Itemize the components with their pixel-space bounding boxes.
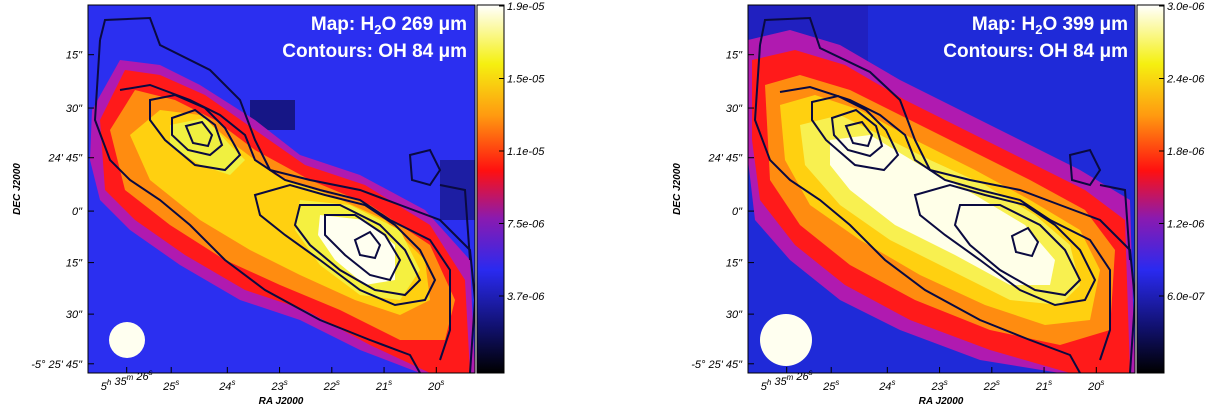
y-tick-label: 24' 45" (47, 153, 83, 165)
colorbar-tick-label: 7.5e-06 (507, 219, 545, 231)
beam-circle-left (109, 322, 145, 358)
x-tick-label: 25s (162, 378, 179, 393)
x-tick-label: 5h 35m 26s (101, 368, 153, 393)
x-tick-label: 20s (427, 378, 444, 393)
title-left-line2: Contours: OH 84 μm (282, 41, 467, 62)
y-tick-label: 15" (726, 50, 743, 62)
colorbar-right (1136, 4, 1165, 374)
colorbar-tick-label: 6.0e-07 (1167, 291, 1205, 303)
y-tick-label: 15" (66, 258, 83, 270)
x-tick-label: 22s (323, 378, 340, 393)
y-tick-label: 30" (66, 309, 83, 321)
colorbar-tick-label: 1.2e-06 (1167, 219, 1205, 231)
x-ticks-left: 5h 35m 26s 25s 24s 23s 22s 21s 20s (101, 367, 444, 393)
y-tick-label: 24' 45" (707, 153, 743, 165)
y-tick-label: -5° 25' 45" (31, 359, 83, 371)
colorbar-tick-label: 3.7e-06 (507, 291, 545, 303)
title-left-line1: Map: H2O 269 μm (311, 14, 467, 37)
contours-right (753, 16, 1135, 373)
x-tick-label: 25s (822, 378, 839, 393)
y-tick-label: 0" (732, 206, 743, 218)
panel-left: Map: H2O 269 μm Contours: OH 84 μm 1.9e-… (12, 1, 545, 407)
y-ticks-left: 15" 30" 24' 45" 0" 15" 30" -5° 25' 45" (31, 50, 94, 371)
panel-right: Map: H2O 399 μm Contours: OH 84 μm 3.0e-… (672, 1, 1205, 407)
plot-frame-left (87, 4, 476, 374)
y-tick-label: 30" (726, 103, 743, 115)
colorbar-ticks-right: 3.0e-06 2.4e-06 1.8e-06 1.2e-06 6.0e-07 (1159, 1, 1205, 303)
y-tick-label: 15" (726, 258, 743, 270)
y-tick-label: 30" (66, 103, 83, 115)
x-tick-label: 20s (1087, 378, 1104, 393)
x-tick-label: 24s (878, 378, 895, 393)
ylabel-left: DEC J2000 (12, 163, 23, 215)
y-tick-label: 30" (726, 309, 743, 321)
colorbar-tick-label: 1.9e-05 (507, 1, 545, 13)
colorbar-ticks-left: 1.9e-05 1.5e-05 1.1e-05 7.5e-06 3.7e-06 (499, 1, 545, 303)
x-ticks-right: 5h 35m 26s 25s 24s 23s 22s 21s 20s (761, 367, 1104, 393)
colorbar-tick-label: 1.5e-05 (507, 74, 545, 86)
y-tick-label: -5° 25' 45" (691, 359, 743, 371)
plot-frame-right (747, 4, 1136, 374)
colorbar-tick-label: 3.0e-06 (1167, 1, 1205, 13)
colorbar-tick-label: 1.8e-06 (1167, 146, 1205, 158)
y-ticks-right: 15" 30" 24' 45" 0" 15" 30" -5° 25' 45" (691, 50, 754, 371)
y-tick-label: 0" (72, 206, 83, 218)
ylabel-right: DEC J2000 (672, 163, 683, 215)
x-tick-label: 21s (375, 378, 392, 393)
beam-circle-right (760, 314, 812, 366)
x-tick-label: 24s (218, 378, 235, 393)
contours-left (93, 16, 475, 373)
x-tick-label: 21s (1035, 378, 1052, 393)
x-tick-label: 23s (270, 378, 287, 393)
xlabel-right: RA J2000 (919, 396, 964, 407)
colorbar-tick-label: 2.4e-06 (1166, 74, 1205, 86)
x-tick-label: 5h 35m 26s (761, 368, 813, 393)
x-tick-label: 22s (983, 378, 1000, 393)
xlabel-left: RA J2000 (259, 396, 304, 407)
y-tick-label: 15" (66, 50, 83, 62)
title-right-line1: Map: H2O 399 μm (972, 14, 1128, 37)
colorbar-left (476, 4, 505, 374)
colorbar-tick-label: 1.1e-05 (507, 146, 545, 158)
title-right-line2: Contours: OH 84 μm (943, 41, 1128, 62)
x-tick-label: 23s (930, 378, 947, 393)
